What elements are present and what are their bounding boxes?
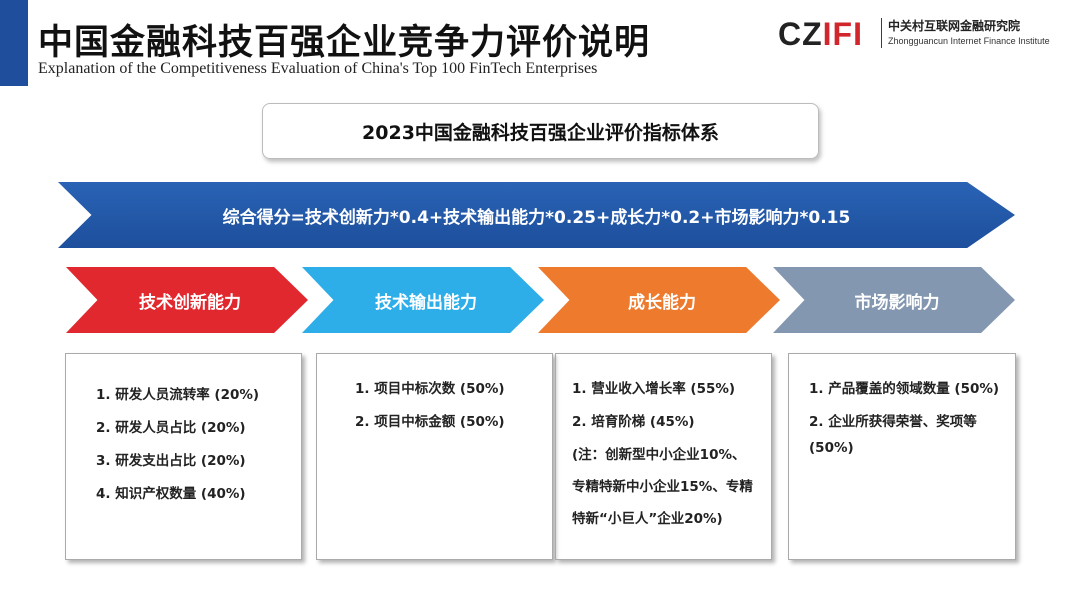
indicator-item: 2. 培育阶梯 (45%) (572, 414, 695, 430)
indicator-note: (注：创新型中小企业10%、专精特新中小企业15%、专精特新“小巨人”企业20%… (572, 447, 753, 527)
logo-name-en: Zhongguancun Internet Finance Institute (888, 36, 1050, 46)
card-growth: 1. 营业收入增长率 (55%) 2. 培育阶梯 (45%) (注：创新型中小企… (555, 353, 772, 560)
chevron-market-influence: 市场影响力 (773, 267, 1015, 333)
indicator-item: 2. 研发人员占比 (20%) (96, 420, 246, 436)
card-market-influence: 1. 产品覆盖的领域数量 (50%) 2. 企业所获得荣誉、奖项等 (50%) (788, 353, 1016, 560)
logo-name-cn: 中关村互联网金融研究院 (888, 19, 1021, 33)
system-title-box: 2023中国金融科技百强企业评价指标体系 (262, 103, 819, 159)
indicator-item: 2. 项目中标金额 (50%) (355, 414, 505, 430)
indicator-item: 1. 研发人员流转率 (20%) (96, 387, 260, 403)
page-subtitle: Explanation of the Competitiveness Evalu… (38, 60, 598, 77)
indicator-item: 4. 知识产权数量 (40%) (96, 486, 246, 502)
chevron-tech-innovation: 技术创新能力 (66, 267, 308, 333)
indicator-item: 1. 产品覆盖的领域数量 (50%) (809, 381, 1000, 397)
logo-mark: CZIFI (778, 16, 863, 52)
indicator-item: 2. 企业所获得荣誉、奖项等 (50%) (809, 414, 977, 456)
chevron-growth: 成长能力 (538, 267, 780, 333)
logo-divider (881, 18, 882, 48)
page-title: 中国金融科技百强企业竞争力评价说明 (38, 23, 651, 63)
formula-arrow: 综合得分=技术创新力*0.4+技术输出能力*0.25+成长力*0.2+市场影响力… (58, 182, 1015, 248)
card-tech-innovation: 1. 研发人员流转率 (20%) 2. 研发人员占比 (20%) 3. 研发支出… (65, 353, 302, 560)
indicator-item: 1. 营业收入增长率 (55%) (572, 381, 736, 397)
accent-bar (0, 0, 28, 86)
chevron-tech-output: 技术输出能力 (302, 267, 544, 333)
indicator-item: 3. 研发支出占比 (20%) (96, 453, 246, 469)
indicator-item: 1. 项目中标次数 (50%) (355, 381, 505, 397)
card-tech-output: 1. 项目中标次数 (50%) 2. 项目中标金额 (50%) (316, 353, 553, 560)
czifi-logo: CZIFI 中关村互联网金融研究院 Zhongguancun Internet … (778, 14, 1068, 54)
